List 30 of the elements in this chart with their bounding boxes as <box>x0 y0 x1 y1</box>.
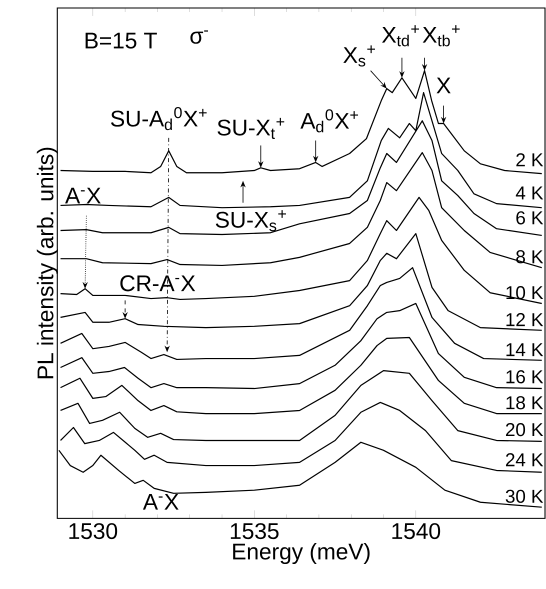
x-tick-label: 1530 <box>69 523 117 540</box>
annotation: A$^{-}$X <box>64 188 101 204</box>
annotation: X <box>436 78 450 94</box>
series-label: 4 K <box>516 186 544 200</box>
series-label: 14 K <box>506 343 544 356</box>
annotation: SU-A$_{d}$$^{0}$X$^{+}$ <box>110 107 206 130</box>
text: σ$^{-}$ <box>190 30 208 44</box>
annotation: A$_{d}$$^{0}$X$^{+}$ <box>300 109 358 132</box>
x-axis-title: Energy (meV) <box>232 542 370 564</box>
annotation: A$^{-}$X <box>142 494 178 510</box>
annotation: X$_{s}$+ <box>343 45 375 66</box>
annotation: CR-A$^{-}$X <box>120 275 195 292</box>
text: B=15 T <box>85 32 157 49</box>
series-label: 6 K <box>516 211 544 224</box>
x-tick-label: 1540 <box>392 523 440 540</box>
annotation: X$_{tb}$+ <box>422 25 460 46</box>
series-label: 18 K <box>506 396 544 410</box>
x-tick-label: 1535 <box>230 523 278 540</box>
series-label: 24 K <box>506 453 544 466</box>
annotation: X$_{td}$+ <box>382 25 419 46</box>
series-label: 12 K <box>506 313 544 326</box>
y-axis-title: PL intensity (arb. units) <box>36 148 58 378</box>
series-label: 20 K <box>506 422 544 436</box>
series-label: 30 K <box>506 490 544 503</box>
annotation: SU-X$_{t}$+ <box>217 118 284 139</box>
series-label: 16 K <box>506 370 544 384</box>
series-label: 8 K <box>516 250 544 264</box>
series-label: 2 K <box>516 153 544 166</box>
annotation: SU-X$_{s}$+ <box>216 210 286 232</box>
series-label: 10 K <box>506 286 544 300</box>
